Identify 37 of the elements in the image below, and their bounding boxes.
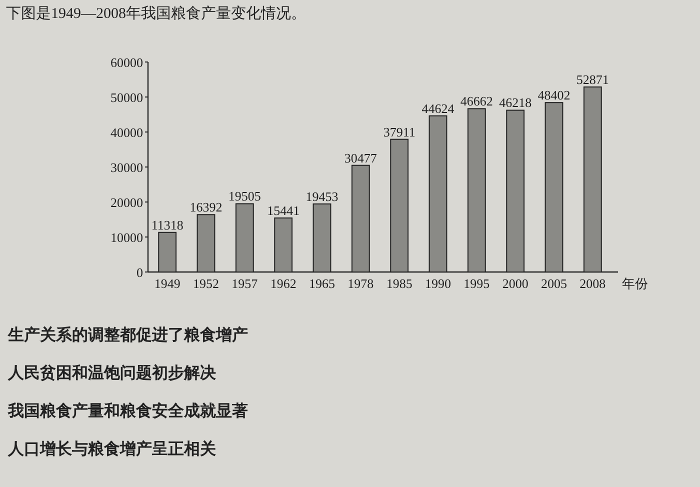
chart-title: 下图是1949—2008年我国粮食产量变化情况。 xyxy=(6,5,306,22)
y-tick-label: 0 xyxy=(136,265,143,280)
data-label: 52871 xyxy=(576,72,609,87)
data-label: 48402 xyxy=(538,88,570,103)
data-label: 11318 xyxy=(151,217,184,232)
text: 我国粮食产量和粮食安全成就显著 xyxy=(7,401,248,420)
y-tick-label: 40000 xyxy=(110,125,143,140)
y-tick-label: 60000 xyxy=(110,55,143,70)
x-tick-label: 1990 xyxy=(425,276,451,291)
data-label: 44624 xyxy=(422,100,455,116)
x-tick-label: 1985 xyxy=(386,276,412,291)
data-label: 46662 xyxy=(460,94,493,109)
x-tick-label: 2008 xyxy=(580,276,606,291)
data-label: 46218 xyxy=(499,95,532,110)
text: 生产关系的调整都促进了粮食增产 xyxy=(7,326,248,344)
y-tick-label: 20000 xyxy=(110,195,143,210)
x-tick-label: 1995 xyxy=(464,276,490,291)
x-tick-label: 1978 xyxy=(348,276,374,291)
y-tick-label: 10000 xyxy=(110,230,143,245)
x-tick-label: 1957 xyxy=(232,276,258,291)
x-tick-label: 1962 xyxy=(270,276,296,291)
x-axis-title: 年份 xyxy=(622,276,648,291)
text: 人民贫困和温饱问题初步解决 xyxy=(7,364,217,382)
x-tick-label: 1965 xyxy=(309,276,335,291)
data-label: 19453 xyxy=(306,188,338,204)
text: 人口增长与粮食增产呈正相关 xyxy=(7,440,216,458)
data-label: 15441 xyxy=(267,202,300,218)
x-tick-label: 1952 xyxy=(193,276,219,291)
x-tick-label: 2000 xyxy=(502,276,528,291)
y-tick-label: 50000 xyxy=(110,90,143,105)
data-label: 16392 xyxy=(190,200,222,215)
data-label: 19505 xyxy=(228,188,261,204)
y-tick-label: 30000 xyxy=(110,160,143,175)
data-label: 37911 xyxy=(383,124,416,140)
x-tick-label: 2005 xyxy=(541,276,567,291)
data-label: 30477 xyxy=(344,150,378,166)
x-tick-label: 1949 xyxy=(154,276,180,291)
